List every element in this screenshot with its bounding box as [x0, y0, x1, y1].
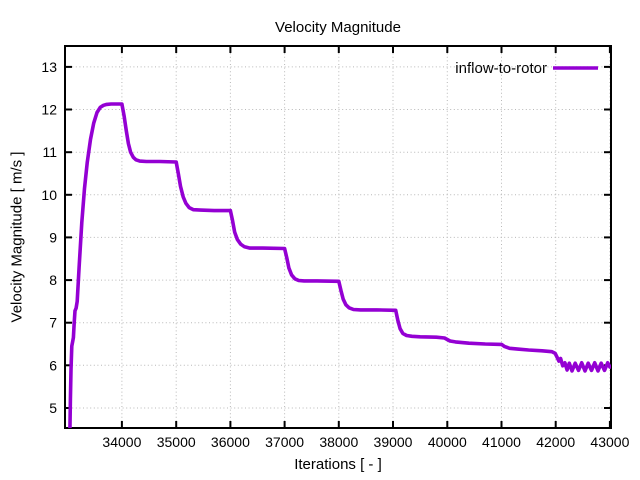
y-tick-label: 8	[49, 272, 57, 288]
y-tick-label: 12	[41, 102, 57, 118]
x-tick-label: 36000	[211, 434, 250, 450]
y-tick-label: 13	[41, 59, 57, 75]
x-axis-label: Iterations [ - ]	[294, 456, 382, 473]
y-tick-label: 9	[49, 229, 57, 245]
x-tick-label: 35000	[157, 434, 196, 450]
y-tick-label: 5	[49, 400, 57, 416]
x-tick-label: 41000	[482, 434, 521, 450]
chart-title: Velocity Magnitude	[275, 19, 401, 36]
plot-border	[64, 45, 612, 429]
y-tick-label: 10	[41, 187, 57, 203]
x-tick-label: 37000	[265, 434, 304, 450]
y-tick-label: 7	[49, 315, 57, 331]
x-tick-label: 40000	[428, 434, 467, 450]
x-tick-label: 38000	[319, 434, 358, 450]
x-tick-label: 39000	[374, 434, 413, 450]
series-line-inflow-to-rotor	[68, 102, 611, 428]
y-tick-label: 11	[42, 144, 57, 160]
x-tick-label: 43000	[590, 434, 629, 450]
x-tick-label: 42000	[536, 434, 575, 450]
x-tick-label: 34000	[102, 434, 141, 450]
y-tick-label: 6	[49, 357, 57, 373]
